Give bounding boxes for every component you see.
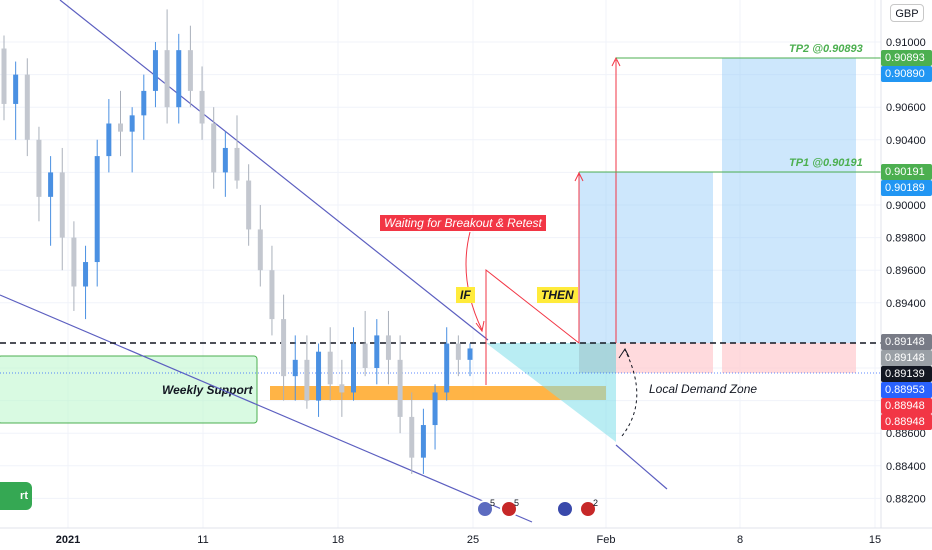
x-tick-6: 15	[869, 534, 881, 546]
candle-11	[129, 107, 135, 173]
candle-36	[420, 408, 426, 474]
candle-23	[269, 245, 275, 336]
event-badge-2[interactable]: 5	[500, 498, 519, 518]
event-badge-3-count: 2	[593, 498, 598, 508]
price-tag-5: 0.89148	[881, 350, 932, 366]
time-axis[interactable]: 2021 11 18 25 Feb 8 15	[56, 534, 881, 546]
price-tag-1: 0.90890	[881, 66, 932, 82]
candle-35	[409, 392, 415, 474]
take-profit-zone-2	[722, 58, 856, 343]
candle-3	[36, 126, 42, 222]
if-callout: IF	[456, 287, 475, 303]
x-tick-1: 11	[197, 534, 208, 546]
x-tick-0: 2021	[56, 534, 80, 546]
y-tick-5: 0.90000	[886, 200, 926, 212]
candle-1	[13, 61, 19, 140]
y-tick-0: 0.91000	[886, 37, 926, 49]
candle-30	[351, 327, 356, 401]
event-badge-3[interactable]: 2	[556, 498, 598, 518]
tp1-arrowhead	[574, 171, 584, 182]
retest-projection-triangle	[486, 343, 616, 442]
candle-18	[211, 107, 217, 189]
weekly-support-label: Weekly Support	[162, 383, 253, 397]
x-tick-2: 18	[332, 534, 344, 546]
candle-25	[292, 335, 298, 401]
price-tag-9: 0.88948	[881, 414, 932, 430]
waiting-arrowhead	[475, 320, 485, 333]
price-axis[interactable]: 0.910000.908000.906000.904000.902000.900…	[886, 37, 926, 505]
candle-22	[257, 205, 263, 287]
currency-selector[interactable]: GBP	[890, 4, 924, 22]
candle-13	[152, 42, 158, 108]
y-tick-7: 0.89600	[886, 265, 926, 277]
event-badge-2-count: 5	[514, 498, 519, 508]
candles	[1, 9, 473, 474]
candle-17	[199, 66, 205, 140]
candle-39	[455, 335, 461, 377]
candle-26	[304, 335, 310, 409]
candle-2	[24, 58, 30, 157]
retest-arrowhead	[618, 348, 630, 359]
then-callout: THEN	[537, 287, 578, 303]
candle-32	[374, 319, 380, 385]
lower-trendline	[0, 294, 533, 523]
local-demand-label: Local Demand Zone	[649, 382, 757, 396]
candle-19	[222, 131, 228, 197]
y-tick-3: 0.90400	[886, 135, 926, 147]
price-tag-6: 0.89139	[881, 366, 932, 382]
x-tick-3: 25	[467, 534, 479, 546]
candle-9	[106, 99, 112, 173]
candle-38	[444, 327, 450, 401]
price-tag-3: 0.90189	[881, 180, 932, 196]
tp2-label: TP2 @0.90893	[789, 43, 863, 55]
candle-33	[385, 310, 391, 385]
price-tag-8: 0.88948	[881, 398, 932, 414]
scroll-to-start-button[interactable]: rt	[0, 482, 32, 510]
y-tick-12: 0.88400	[886, 461, 926, 473]
candle-37	[432, 384, 438, 450]
y-tick-6: 0.89800	[886, 233, 926, 245]
x-tick-4: Feb	[597, 534, 616, 546]
candle-5	[59, 147, 65, 271]
y-tick-8: 0.89400	[886, 298, 926, 310]
price-tag-0: 0.90893	[881, 50, 932, 66]
waiting-arrow	[465, 231, 483, 331]
candle-6	[71, 221, 77, 311]
candle-20	[234, 115, 240, 189]
y-tick-13: 0.88200	[886, 493, 926, 505]
tp1-label: TP1 @0.90191	[789, 157, 863, 169]
event-badge-1-count: 5	[490, 498, 495, 508]
x-tick-5: 8	[737, 534, 743, 546]
candle-21	[246, 164, 252, 246]
candle-28	[327, 327, 333, 401]
event-badge-1[interactable]: 5	[476, 498, 495, 518]
candle-40	[467, 343, 473, 377]
retest-curve-arrow	[621, 349, 638, 437]
candle-10	[118, 90, 123, 157]
upper-trendline	[59, 0, 489, 341]
candle-7	[83, 245, 89, 320]
candle-34	[397, 335, 403, 434]
candle-29	[339, 359, 345, 417]
candle-16	[187, 25, 193, 108]
candle-15	[176, 33, 182, 124]
candle-31	[362, 310, 368, 377]
stop-loss-zone-2	[722, 343, 856, 373]
waiting-callout: Waiting for Breakout & Retest	[380, 215, 546, 231]
y-tick-11: 0.88600	[886, 428, 926, 440]
candle-14	[164, 9, 170, 124]
candle-4	[48, 156, 54, 246]
candle-27	[316, 343, 322, 417]
candle-8	[94, 139, 100, 287]
lower-trendline-extension	[615, 444, 668, 490]
price-tag-4: 0.89148	[881, 334, 932, 350]
candle-24	[281, 294, 287, 401]
price-tag-7: 0.88953	[881, 382, 932, 398]
candle-12	[141, 74, 147, 140]
take-profit-zone-1	[579, 172, 713, 343]
price-tag-2: 0.90191	[881, 164, 932, 180]
y-tick-2: 0.90600	[886, 102, 926, 114]
candle-0	[1, 35, 7, 121]
